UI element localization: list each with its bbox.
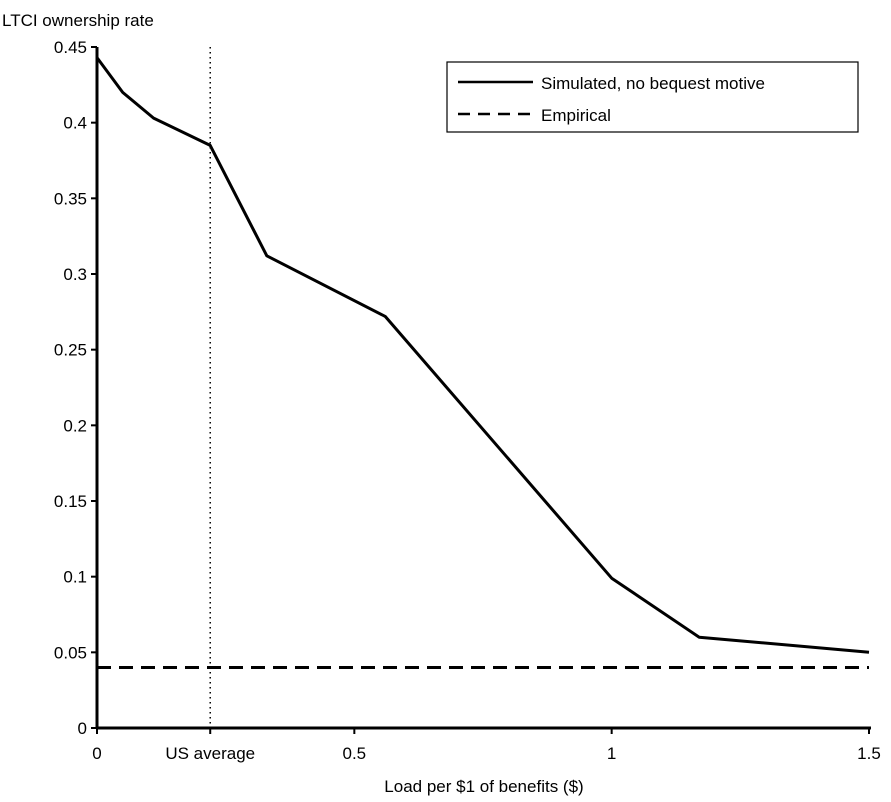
x-tick-label: 0 [92, 744, 101, 763]
series-line-simulated [95, 56, 870, 654]
y-tick-label: 0.05 [54, 643, 87, 662]
y-tick-label: 0.35 [54, 189, 87, 208]
y-tick-label: 0.25 [54, 341, 87, 360]
y-tick-label: 0.15 [54, 492, 87, 511]
y-tick-label: 0.1 [63, 568, 87, 587]
legend-box [446, 61, 859, 133]
y-axis-label: LTCI ownership rate [2, 11, 154, 30]
y-tick-label: 0.2 [63, 416, 87, 435]
x-axis-label: Load per $1 of benefits ($) [384, 777, 583, 796]
x-tick-label: 0.5 [343, 744, 367, 763]
x-tick-label: 1 [607, 744, 616, 763]
x-tick-label: US average [165, 744, 255, 763]
y-tick-label: 0.4 [63, 114, 87, 133]
legend: Simulated, no bequest motive Empirical [446, 61, 859, 133]
y-tick-label: 0 [78, 719, 87, 738]
legend-label-empirical: Empirical [541, 106, 611, 125]
x-tick-label: 1.5 [857, 744, 881, 763]
legend-label-simulated: Simulated, no bequest motive [541, 74, 765, 93]
y-tick-label: 0.3 [63, 265, 87, 284]
y-tick-label: 0.45 [54, 38, 87, 57]
